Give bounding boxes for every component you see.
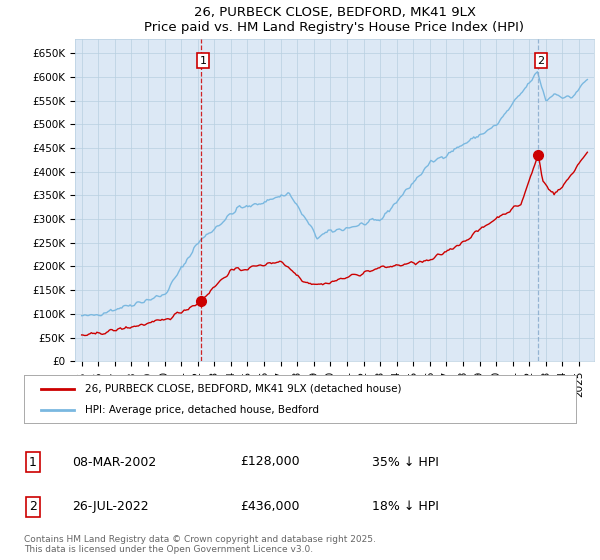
Text: 1: 1 — [200, 55, 206, 66]
Text: 2: 2 — [538, 55, 545, 66]
Text: 1: 1 — [29, 455, 37, 469]
Text: 26, PURBECK CLOSE, BEDFORD, MK41 9LX (detached house): 26, PURBECK CLOSE, BEDFORD, MK41 9LX (de… — [85, 384, 401, 394]
Text: Contains HM Land Registry data © Crown copyright and database right 2025.
This d: Contains HM Land Registry data © Crown c… — [24, 535, 376, 554]
Text: £436,000: £436,000 — [240, 500, 299, 514]
Text: 08-MAR-2002: 08-MAR-2002 — [72, 455, 156, 469]
Text: 35% ↓ HPI: 35% ↓ HPI — [372, 455, 439, 469]
Text: 18% ↓ HPI: 18% ↓ HPI — [372, 500, 439, 514]
Text: HPI: Average price, detached house, Bedford: HPI: Average price, detached house, Bedf… — [85, 405, 319, 415]
Title: 26, PURBECK CLOSE, BEDFORD, MK41 9LX
Price paid vs. HM Land Registry's House Pri: 26, PURBECK CLOSE, BEDFORD, MK41 9LX Pri… — [145, 6, 524, 34]
Text: £128,000: £128,000 — [240, 455, 299, 469]
Text: 26-JUL-2022: 26-JUL-2022 — [72, 500, 149, 514]
Text: 2: 2 — [29, 500, 37, 514]
